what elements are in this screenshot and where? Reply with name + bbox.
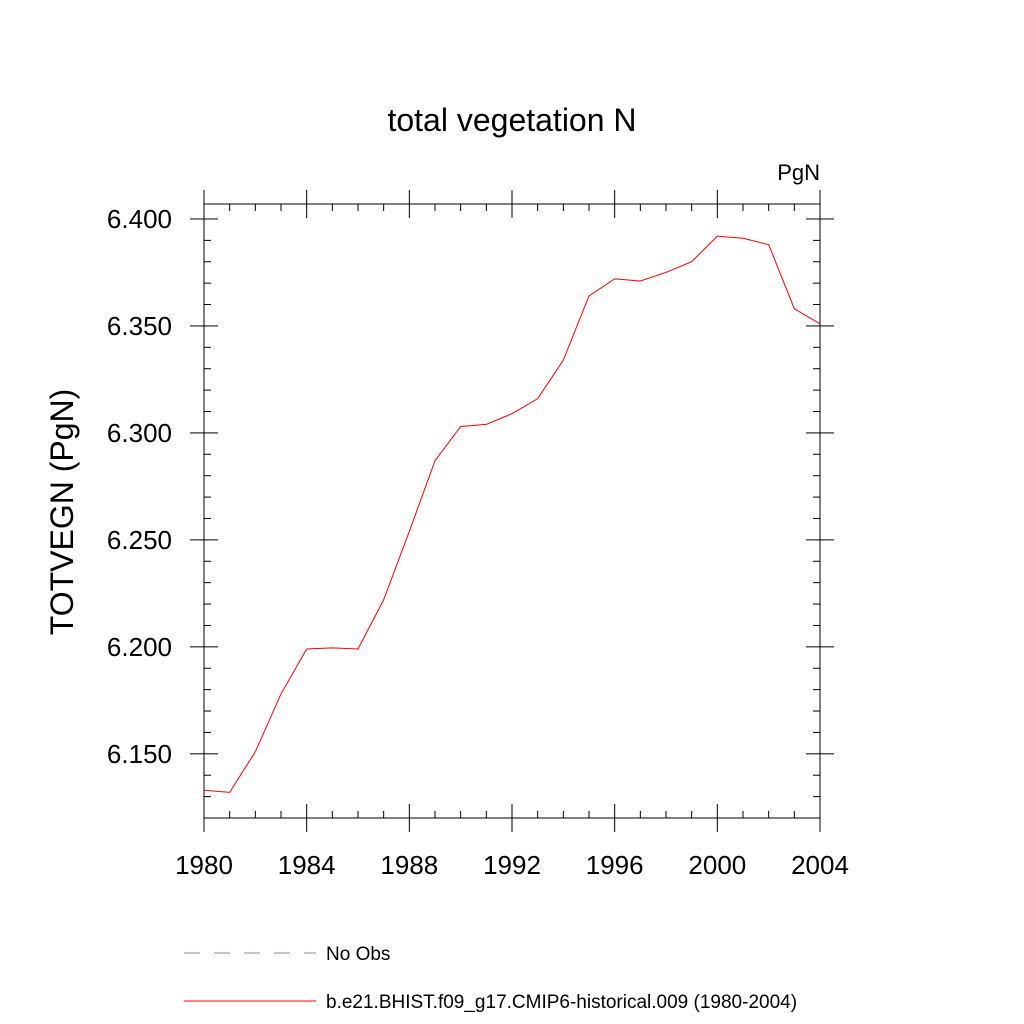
y-tick-label: 6.250 xyxy=(107,525,172,555)
x-tick-label: 2004 xyxy=(791,850,849,880)
series-layer xyxy=(203,235,821,793)
x-tick-label: 1988 xyxy=(380,850,438,880)
axis-ticks xyxy=(190,190,834,832)
x-tick-label: 1996 xyxy=(586,850,644,880)
units-label: PgN xyxy=(777,160,820,185)
y-axis-label: TOTVEGN (PgN) xyxy=(44,389,80,636)
y-tick-label: 6.300 xyxy=(107,418,172,448)
legend-label: b.e21.BHIST.f09_g17.CMIP6-historical.009… xyxy=(326,992,797,1013)
y-tick-label: 6.200 xyxy=(107,632,172,662)
y-tick-label: 6.350 xyxy=(107,311,172,341)
x-tick-labels: 1980 1984 1988 1992 1996 2000 2004 xyxy=(175,850,849,880)
legend-label: No Obs xyxy=(326,944,390,965)
x-tick-label: 1980 xyxy=(175,850,233,880)
series-line xyxy=(203,235,821,793)
y-tick-labels: 6.150 6.200 6.250 6.300 6.350 6.400 xyxy=(107,204,172,769)
legend: No Obs b.e21.BHIST.f09_g17.CMIP6-historic… xyxy=(184,944,797,1013)
x-tick-label: 1992 xyxy=(483,850,541,880)
chart-title: total vegetation N xyxy=(387,102,636,138)
plot-frame xyxy=(203,203,821,819)
x-tick-label: 1984 xyxy=(278,850,336,880)
x-tick-label: 2000 xyxy=(688,850,746,880)
y-tick-label: 6.400 xyxy=(107,204,172,234)
y-tick-label: 6.150 xyxy=(107,739,172,769)
